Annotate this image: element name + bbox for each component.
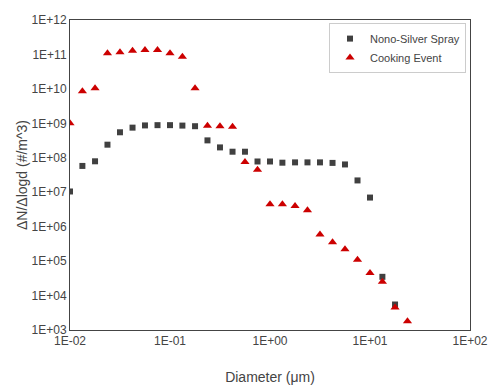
svg-text:1E+04: 1E+04 [32, 289, 67, 303]
svg-text:1E+12: 1E+12 [32, 13, 67, 27]
svg-text:ΔN/Δlogd (#/m^3): ΔN/Δlogd (#/m^3) [14, 120, 30, 230]
svg-text:1E+11: 1E+11 [32, 48, 66, 62]
svg-text:1E+06: 1E+06 [32, 220, 67, 234]
svg-text:1E+00: 1E+00 [252, 334, 287, 348]
svg-text:1E+10: 1E+10 [32, 82, 67, 96]
svg-text:Nono-Silver Spray: Nono-Silver Spray [370, 33, 460, 45]
svg-text:1E+02: 1E+02 [452, 334, 487, 348]
svg-text:1E+07: 1E+07 [32, 185, 67, 199]
svg-text:1E-01: 1E-01 [154, 334, 186, 348]
svg-text:1E+01: 1E+01 [352, 334, 387, 348]
svg-text:Cooking Event: Cooking Event [370, 52, 442, 64]
svg-text:1E+05: 1E+05 [32, 254, 67, 268]
svg-text:1E-02: 1E-02 [54, 334, 86, 348]
svg-text:1E+08: 1E+08 [32, 151, 67, 165]
svg-text:1E+09: 1E+09 [32, 117, 67, 131]
svg-text:Diameter (μm): Diameter (μm) [225, 369, 315, 385]
svg-text:1E+03: 1E+03 [32, 323, 67, 337]
